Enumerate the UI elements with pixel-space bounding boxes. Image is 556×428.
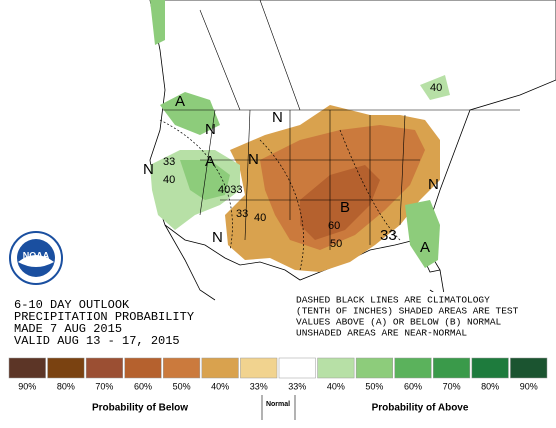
map-label: 33 — [380, 227, 397, 244]
boundaries — [163, 0, 520, 250]
map-label: N — [428, 176, 439, 193]
legend-label: 50% — [173, 381, 191, 391]
legend-label: 33% — [288, 381, 306, 391]
outlook-title: 6-10 DAY OUTLOOK — [14, 298, 130, 312]
legend-label: 90% — [18, 381, 36, 391]
map-label: 60 — [328, 220, 340, 232]
legend: 90% 80% 70% 60% 50% 40% 33% 33% 40% 50% 60% 70% 80% 9… — [8, 357, 548, 391]
map-label: 4033 — [218, 184, 242, 196]
legend-label: 80% — [481, 381, 499, 391]
map-label: N — [248, 151, 259, 168]
legend-swatch — [471, 357, 509, 379]
legend-label: 40% — [327, 381, 345, 391]
legend-label: 33% — [250, 381, 268, 391]
note-line: VALUES ABOVE (A) OR BELOW (B) NORMAL — [296, 317, 502, 328]
legend-swatch — [240, 357, 278, 379]
legend-swatch — [355, 357, 393, 379]
map-label: A — [420, 239, 430, 256]
legend-above: Probability of Above — [372, 403, 469, 414]
valid-date: VALID AUG 13 - 17, 2015 — [14, 334, 180, 348]
map-label: 33 — [163, 156, 175, 168]
legend-label: 50% — [365, 381, 383, 391]
made-date: MADE 7 AUG 2015 — [14, 322, 122, 336]
legend-swatch — [47, 357, 85, 379]
map-label: N — [272, 109, 283, 126]
map-label: 40 — [163, 174, 175, 186]
map-label: B — [340, 199, 350, 216]
legend-label: 60% — [134, 381, 152, 391]
map-label: N — [205, 121, 216, 138]
map-label: N — [212, 229, 223, 246]
climatology-lines — [159, 119, 401, 271]
legend-swatch — [394, 357, 432, 379]
legend-below: Probability of Below — [92, 403, 188, 414]
map-label: A — [175, 93, 185, 110]
legend-swatch — [201, 357, 239, 379]
legend-swatch — [8, 357, 46, 379]
legend-swatch — [85, 357, 123, 379]
legend-normal: Normal — [266, 401, 290, 408]
legend-label: 40% — [211, 381, 229, 391]
legend-swatch — [124, 357, 162, 379]
legend-label: 80% — [57, 381, 75, 391]
legend-label: 70% — [95, 381, 113, 391]
note-line: DASHED BLACK LINES ARE CLIMATOLOGY — [296, 295, 490, 306]
map-label: A — [205, 153, 215, 170]
map-label: N — [143, 161, 154, 178]
note-line: UNSHADED AREAS ARE NEAR-NORMAL — [296, 328, 467, 339]
legend-label: 60% — [404, 381, 422, 391]
legend-swatch — [317, 357, 355, 379]
map-label: 40 — [254, 212, 266, 224]
legend-label: 90% — [520, 381, 538, 391]
legend-swatch — [433, 357, 471, 379]
logo-text: NOAA — [23, 250, 50, 260]
outlook-variable: PRECIPITATION PROBABILITY — [14, 310, 194, 324]
note-line: (TENTH OF INCHES) SHADED AREAS ARE TEST — [296, 306, 519, 317]
legend-swatch — [510, 357, 548, 379]
map-label: 33 — [236, 208, 248, 220]
legend-swatch — [278, 357, 316, 379]
noaa-logo — [9, 231, 63, 285]
note-box — [294, 292, 548, 344]
map-label: 40 — [430, 82, 442, 94]
legend-label: 70% — [443, 381, 461, 391]
map-label: 50 — [330, 238, 342, 250]
legend-swatch — [163, 357, 201, 379]
